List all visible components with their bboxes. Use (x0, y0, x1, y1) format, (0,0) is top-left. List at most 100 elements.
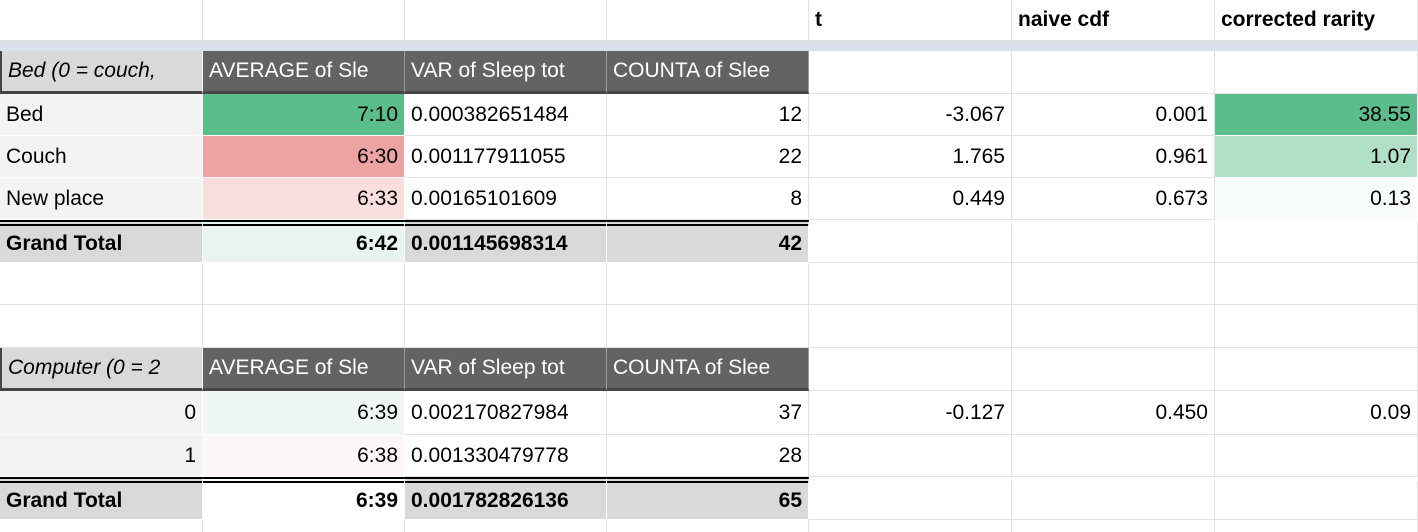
cell-t[interactable]: 0.449 (809, 178, 1012, 220)
empty-cell[interactable] (1012, 220, 1215, 263)
empty-cell[interactable] (203, 305, 405, 348)
pivot2-header-row: Computer (0 = 2 AVERAGE of Sle VAR of Sl… (0, 348, 1418, 391)
empty-cell[interactable] (1012, 348, 1215, 391)
pivot1-col-variance[interactable]: VAR of Sleep tot (405, 51, 607, 94)
cell-corrected-rarity[interactable]: 1.07 (1215, 136, 1418, 178)
cell-average[interactable]: 6:30 (203, 136, 405, 178)
empty-row (0, 263, 1418, 305)
partial-row (0, 520, 1418, 532)
empty-cell[interactable] (0, 520, 203, 532)
grand-total-count[interactable]: 65 (607, 477, 809, 520)
empty-cell[interactable] (405, 520, 607, 532)
empty-cell[interactable] (607, 263, 809, 305)
empty-cell[interactable] (1215, 305, 1418, 348)
empty-cell[interactable] (1215, 348, 1418, 391)
pivot2-grand-total-row: Grand Total 6:39 0.001782826136 65 (0, 477, 1418, 520)
pivot2-col-variance[interactable]: VAR of Sleep tot (405, 348, 607, 391)
cell-count[interactable]: 12 (607, 94, 809, 136)
row-label[interactable]: 0 (0, 391, 203, 435)
empty-cell[interactable] (809, 263, 1012, 305)
grand-total-average[interactable]: 6:42 (203, 220, 405, 263)
empty-cell[interactable] (809, 477, 1012, 520)
row-label[interactable]: Bed (0, 94, 203, 136)
empty-cell[interactable] (1012, 305, 1215, 348)
pivot1-col-average[interactable]: AVERAGE of Sle (203, 51, 405, 94)
empty-cell[interactable] (607, 305, 809, 348)
empty-cell[interactable] (1012, 477, 1215, 520)
header-naive-cdf[interactable]: naive cdf (1012, 0, 1215, 41)
row-label[interactable]: New place (0, 178, 203, 220)
header-corrected-rarity[interactable]: corrected rarity (1215, 0, 1418, 41)
cell-count[interactable]: 22 (607, 136, 809, 178)
grand-total-label[interactable]: Grand Total (0, 477, 203, 520)
grand-total-variance[interactable]: 0.001782826136 (405, 477, 607, 520)
empty-cell[interactable] (809, 305, 1012, 348)
cell-t[interactable]: 1.765 (809, 136, 1012, 178)
cell-variance[interactable]: 0.001330479778 (405, 435, 607, 477)
cell-average[interactable]: 6:39 (203, 391, 405, 435)
empty-cell[interactable] (405, 305, 607, 348)
empty-cell[interactable] (809, 220, 1012, 263)
cell-average[interactable]: 6:38 (203, 435, 405, 477)
row-label[interactable]: Couch (0, 136, 203, 178)
empty-cell[interactable] (607, 0, 809, 41)
cell-corrected-rarity[interactable]: 0.09 (1215, 391, 1418, 435)
empty-cell[interactable] (0, 0, 203, 41)
cell-naive-cdf[interactable]: 0.961 (1012, 136, 1215, 178)
empty-cell[interactable] (203, 263, 405, 305)
cell-t[interactable] (809, 435, 1012, 477)
cell-count[interactable]: 8 (607, 178, 809, 220)
cell-variance[interactable]: 0.00165101609 (405, 178, 607, 220)
cell-naive-cdf[interactable]: 0.001 (1012, 94, 1215, 136)
row-label[interactable]: 1 (0, 435, 203, 477)
empty-cell[interactable] (1215, 477, 1418, 520)
cell-average[interactable]: 7:10 (203, 94, 405, 136)
cell-naive-cdf[interactable]: 0.673 (1012, 178, 1215, 220)
grand-total-count[interactable]: 42 (607, 220, 809, 263)
stats-header-row: t naive cdf corrected rarity (0, 0, 1418, 41)
cell-variance[interactable]: 0.002170827984 (405, 391, 607, 435)
pivot1-header-row: Bed (0 = couch, AVERAGE of Sle VAR of Sl… (0, 51, 1418, 94)
pivot1-row-new-place: New place 6:33 0.00165101609 8 0.449 0.6… (0, 178, 1418, 220)
cell-corrected-rarity[interactable] (1215, 435, 1418, 477)
empty-cell[interactable] (1012, 263, 1215, 305)
cell-corrected-rarity[interactable]: 0.13 (1215, 178, 1418, 220)
empty-cell[interactable] (203, 0, 405, 41)
cell-variance[interactable]: 0.000382651484 (405, 94, 607, 136)
cell-variance[interactable]: 0.001177911055 (405, 136, 607, 178)
empty-cell[interactable] (405, 0, 607, 41)
empty-cell[interactable] (0, 305, 203, 348)
empty-cell[interactable] (1215, 220, 1418, 263)
cell-t[interactable]: -0.127 (809, 391, 1012, 435)
cell-naive-cdf[interactable]: 0.450 (1012, 391, 1215, 435)
empty-cell[interactable] (203, 520, 405, 532)
pivot2-col-count[interactable]: COUNTA of Slee (607, 348, 809, 391)
empty-cell[interactable] (1215, 520, 1418, 532)
empty-cell[interactable] (809, 348, 1012, 391)
cell-t[interactable]: -3.067 (809, 94, 1012, 136)
cell-count[interactable]: 28 (607, 435, 809, 477)
empty-cell[interactable] (607, 520, 809, 532)
pivot1-title-cell[interactable]: Bed (0 = couch, (0, 51, 203, 94)
empty-cell[interactable] (1215, 263, 1418, 305)
empty-cell[interactable] (809, 51, 1012, 94)
pivot1-grand-total-row: Grand Total 6:42 0.001145698314 42 (0, 220, 1418, 263)
grand-total-variance[interactable]: 0.001145698314 (405, 220, 607, 263)
empty-cell[interactable] (405, 263, 607, 305)
pivot2-col-average[interactable]: AVERAGE of Sle (203, 348, 405, 391)
cell-count[interactable]: 37 (607, 391, 809, 435)
empty-cell[interactable] (1215, 51, 1418, 94)
cell-corrected-rarity[interactable]: 38.55 (1215, 94, 1418, 136)
empty-cell[interactable] (1012, 51, 1215, 94)
header-t[interactable]: t (809, 0, 1012, 41)
cell-naive-cdf[interactable] (1012, 435, 1215, 477)
pivot1-col-count[interactable]: COUNTA of Slee (607, 51, 809, 94)
empty-cell[interactable] (809, 520, 1012, 532)
grand-total-label[interactable]: Grand Total (0, 220, 203, 263)
empty-cell[interactable] (1012, 520, 1215, 532)
grand-total-average[interactable]: 6:39 (203, 477, 405, 520)
empty-row (0, 305, 1418, 348)
cell-average[interactable]: 6:33 (203, 178, 405, 220)
pivot2-title-cell[interactable]: Computer (0 = 2 (0, 348, 203, 391)
empty-cell[interactable] (0, 263, 203, 305)
